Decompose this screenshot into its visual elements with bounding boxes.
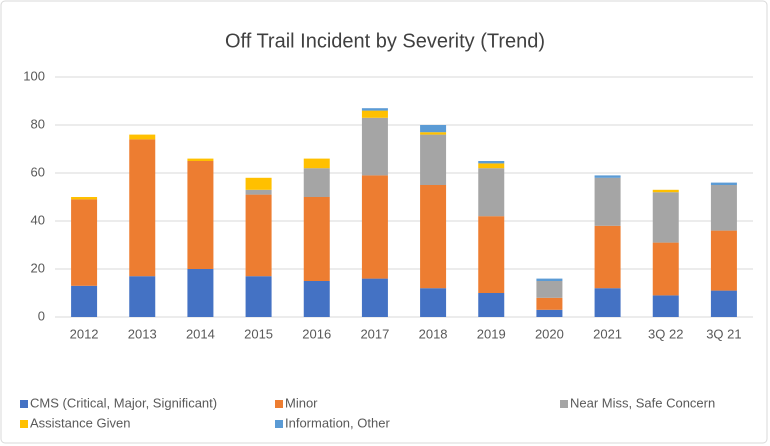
x-tick-label: 2021 bbox=[593, 326, 622, 341]
x-tick-label: 2019 bbox=[477, 326, 506, 341]
bar-segment bbox=[478, 293, 505, 317]
bar-segment bbox=[594, 225, 621, 289]
x-tick-label: 3Q 21 bbox=[706, 326, 741, 341]
bar-segment bbox=[129, 134, 156, 140]
bar-segment bbox=[594, 288, 621, 317]
bar-segment bbox=[710, 290, 737, 317]
bar-segment bbox=[303, 197, 330, 281]
bar-segment bbox=[129, 139, 156, 277]
bar-segment bbox=[361, 278, 388, 317]
legend-swatch bbox=[275, 400, 283, 408]
x-tick-label: 2015 bbox=[244, 326, 273, 341]
bar-segment bbox=[536, 309, 563, 317]
bar-segment bbox=[594, 175, 621, 178]
legend-swatch bbox=[275, 420, 283, 428]
bar-segment bbox=[361, 175, 388, 279]
y-tick-label: 80 bbox=[31, 116, 45, 131]
legend-label: Information, Other bbox=[285, 415, 390, 430]
bar-segment bbox=[187, 269, 214, 317]
bar-segment bbox=[420, 125, 447, 133]
bar-segment bbox=[478, 163, 505, 169]
x-tick-label: 2012 bbox=[70, 326, 99, 341]
bar-segment bbox=[71, 285, 98, 317]
chart-title: Off Trail Incident by Severity (Trend) bbox=[225, 30, 545, 52]
legend-label: Minor bbox=[285, 395, 318, 410]
bar-segment bbox=[652, 295, 679, 317]
y-tick-label: 40 bbox=[31, 212, 45, 227]
bar-segment bbox=[652, 189, 679, 193]
bar-segment bbox=[710, 182, 737, 185]
y-tick-label: 100 bbox=[23, 68, 45, 83]
legend-swatch bbox=[20, 400, 28, 408]
bar-segment bbox=[245, 177, 272, 190]
bar-segment bbox=[71, 197, 98, 200]
bar-segment bbox=[420, 185, 447, 289]
bar-segment bbox=[478, 216, 505, 293]
bar-segment bbox=[187, 158, 214, 161]
bar-segment bbox=[710, 185, 737, 231]
bar-segment bbox=[478, 168, 505, 217]
bar-segment bbox=[536, 281, 563, 298]
y-tick-label: 0 bbox=[38, 308, 45, 323]
y-tick-label: 60 bbox=[31, 164, 45, 179]
bar-segment bbox=[420, 134, 447, 185]
bar-segment bbox=[652, 242, 679, 296]
legend-swatch bbox=[560, 400, 568, 408]
bar-segment bbox=[245, 194, 272, 277]
bar-segment bbox=[710, 230, 737, 291]
x-tick-label: 3Q 22 bbox=[648, 326, 683, 341]
bar-segment bbox=[478, 161, 505, 164]
x-tick-label: 2013 bbox=[128, 326, 157, 341]
bar-segment bbox=[187, 161, 214, 269]
bar-segment bbox=[303, 168, 330, 197]
bar-segment bbox=[420, 288, 447, 317]
bar-segment bbox=[303, 281, 330, 317]
x-tick-label: 2018 bbox=[419, 326, 448, 341]
bar-segment bbox=[594, 177, 621, 226]
bar-segment bbox=[652, 192, 679, 243]
bar-segment bbox=[536, 297, 563, 310]
legend-label: Assistance Given bbox=[30, 415, 130, 430]
bar-segment bbox=[71, 199, 98, 286]
legend-label: Near Miss, Safe Concern bbox=[570, 395, 715, 410]
x-tick-label: 2014 bbox=[186, 326, 215, 341]
x-tick-label: 2016 bbox=[302, 326, 331, 341]
bar-segment bbox=[361, 117, 388, 176]
bar-segment bbox=[245, 276, 272, 317]
bar-segment bbox=[129, 276, 156, 317]
bar-segment bbox=[420, 132, 447, 135]
bar-segment bbox=[536, 278, 563, 281]
bar-segment bbox=[361, 110, 388, 118]
bar-segment bbox=[303, 158, 330, 169]
bar-segment bbox=[361, 108, 388, 111]
legend-label: CMS (Critical, Major, Significant) bbox=[30, 395, 217, 410]
x-tick-label: 2017 bbox=[360, 326, 389, 341]
x-tick-label: 2020 bbox=[535, 326, 564, 341]
legend-swatch bbox=[20, 420, 28, 428]
y-tick-label: 20 bbox=[31, 260, 45, 275]
bar-segment bbox=[245, 189, 272, 195]
